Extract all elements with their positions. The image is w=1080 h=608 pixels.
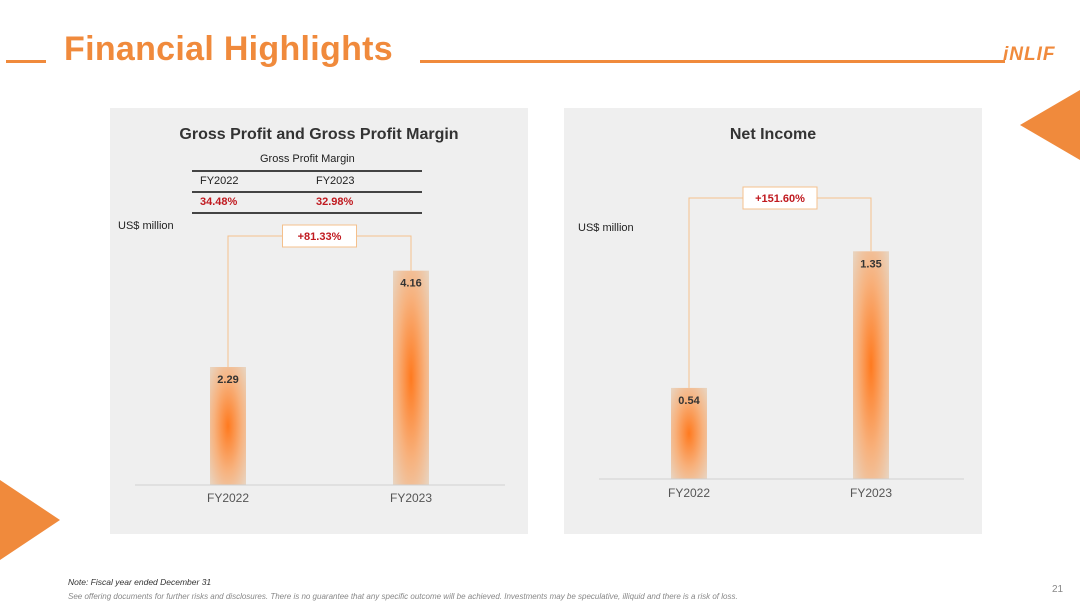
title-rule-left (6, 60, 46, 63)
growth-connector (688, 197, 872, 388)
gross-margin-value-fy2022: 34.48% (200, 196, 238, 208)
gross-profit-chart: 2.29 FY2022 4.16 FY2023 +81.33% (135, 224, 505, 505)
growth-label: +81.33% (298, 231, 342, 243)
footnote: Note: Fiscal year ended December 31 (68, 577, 212, 587)
gross-margin-header-fy2023: FY2023 (316, 175, 355, 187)
disclaimer: See offering documents for further risks… (68, 592, 738, 601)
category-label-fy2023: FY2023 (390, 491, 432, 505)
gross-margin-rule-mid (192, 191, 422, 193)
growth-label: +151.60% (755, 193, 805, 205)
gross-margin-caption: Gross Profit Margin (260, 153, 355, 165)
gross-profit-chart-title: Gross Profit and Gross Profit Margin (179, 126, 459, 143)
bar-fy2022 (671, 387, 707, 479)
category-label-fy2022: FY2022 (207, 491, 249, 505)
net-income-chart: 0.54 FY2022 1.35 FY2023 +151.60% (599, 186, 964, 500)
data-label-fy2023: 4.16 (400, 278, 421, 290)
bar-fy2023 (393, 270, 429, 485)
data-label-fy2023: 1.35 (860, 258, 881, 270)
net-income-chart-title: Net Income (729, 126, 817, 143)
decor-triangle-left-icon (0, 480, 60, 560)
growth-badge (282, 224, 357, 248)
title-rule-right (420, 60, 1005, 63)
data-label-fy2022: 2.29 (217, 374, 238, 386)
gross-margin-header-fy2022: FY2022 (200, 175, 239, 187)
category-label-fy2023: FY2023 (850, 486, 892, 500)
category-label-fy2022: FY2022 (668, 486, 710, 500)
bar-fy2023 (853, 251, 889, 479)
net-income-panel: 0.54 FY2022 1.35 FY2023 +151.60% Net Income … (564, 108, 982, 534)
gross-profit-unit-label: US$ million (118, 220, 174, 232)
growth-badge (742, 186, 818, 210)
page-title: Financial Highlights (64, 30, 394, 68)
net-income-unit-label: US$ million (578, 222, 634, 234)
bar-fy2022 (210, 367, 246, 485)
decor-triangle-right-icon (1020, 90, 1080, 160)
company-logo: iNLIF (1003, 44, 1056, 65)
gross-margin-rule-top (192, 170, 422, 172)
gross-margin-rule-bottom (192, 212, 422, 214)
gross-profit-panel: 2.29 FY2022 4.16 FY2023 +81.33% Gross Profit… (110, 108, 528, 534)
gross-margin-value-fy2023: 32.98% (316, 196, 354, 208)
growth-connector (227, 235, 412, 368)
page-number: 21 (1052, 584, 1064, 595)
data-label-fy2022: 0.54 (678, 395, 700, 407)
